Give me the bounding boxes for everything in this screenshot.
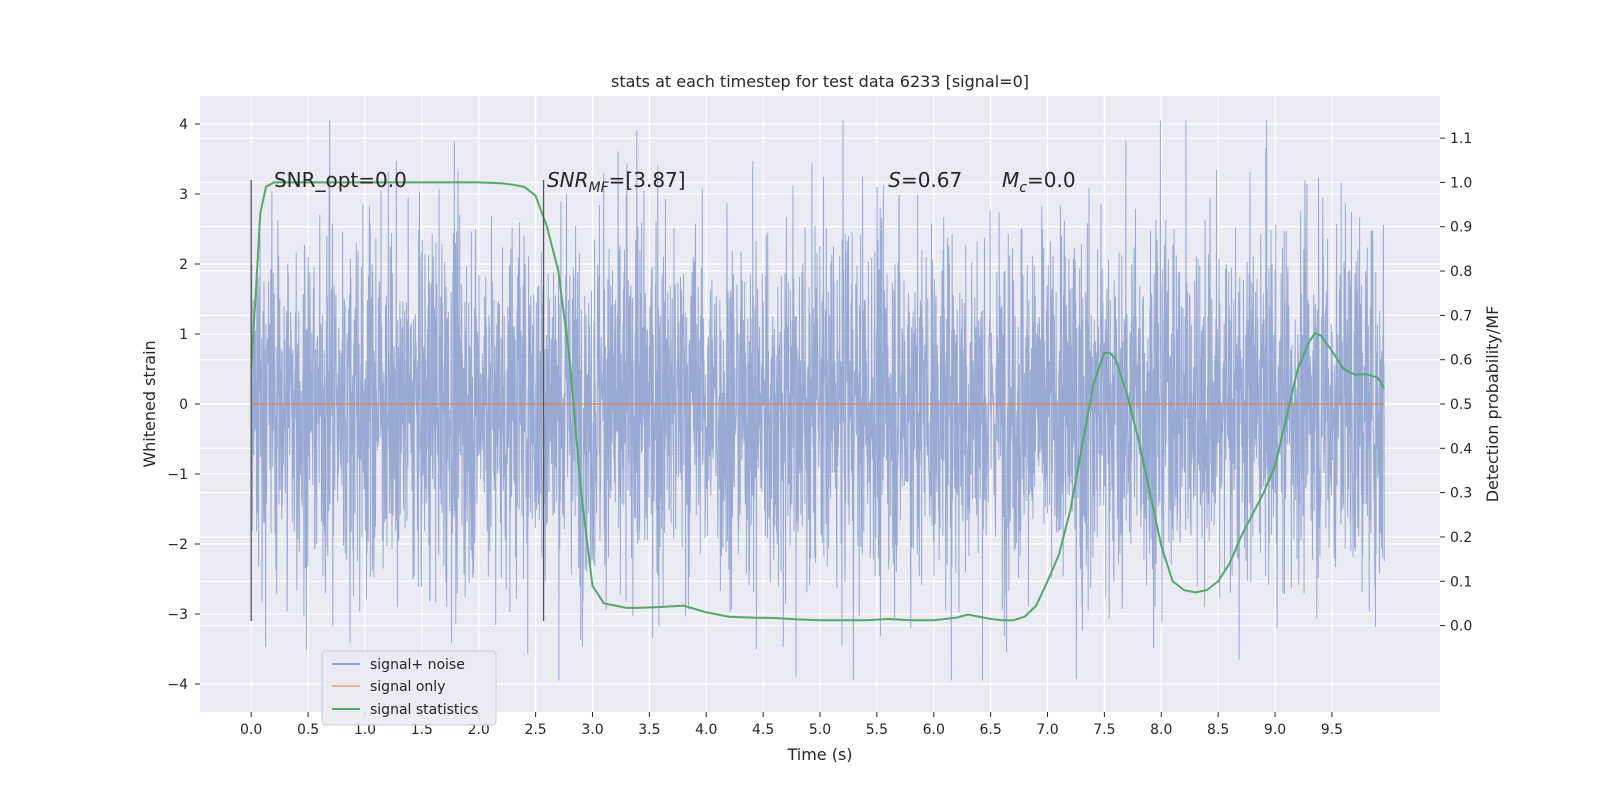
- x-tick-label: 0.0: [240, 722, 262, 738]
- y-axis-label-right: Detection probability/MF: [1483, 306, 1502, 503]
- y-tick-label-right: 0.0: [1450, 619, 1472, 635]
- annotation-snr-mf: SNRMF=[3.87]: [547, 168, 686, 196]
- y-tick-label-left: 3: [179, 187, 188, 203]
- series-lines: [250, 181, 1386, 622]
- annotations: SNR_opt=0.0 SNRMF=[3.87] S=0.67 Mc=0.0: [274, 168, 1076, 196]
- annotation-snr-mf-sub: MF: [589, 180, 610, 196]
- y-tick-label-left: −3: [167, 607, 188, 623]
- y-tick-label-left: 0: [179, 397, 188, 413]
- y-tick-label-left: −4: [167, 677, 188, 693]
- y-tick-label-right: 0.6: [1450, 353, 1472, 369]
- x-tick-label: 2.0: [468, 722, 490, 738]
- series-signal-plus-noise-line: [250, 120, 1385, 681]
- annotation-snr-mf-prefix: SNR: [547, 168, 589, 192]
- annotation-snr-opt: SNR_opt=0.0: [274, 168, 407, 192]
- y-tick-label-right: 0.2: [1450, 530, 1472, 546]
- y-tick-label-right: 1.0: [1450, 175, 1472, 191]
- y-axis-label-left: Whitened strain: [140, 340, 159, 467]
- y-tick-label-right: 0.7: [1450, 308, 1472, 324]
- x-tick-label: 1.5: [411, 722, 433, 738]
- y-tick-label-right: 0.4: [1450, 441, 1472, 457]
- series-signal-statistics-line: [250, 181, 1386, 622]
- x-tick-label: 9.5: [1321, 722, 1343, 738]
- y-tick-label-left: 4: [179, 117, 188, 133]
- x-tick-label: 6.0: [923, 722, 945, 738]
- vertical-markers: [250, 180, 545, 621]
- x-tick-label: 5.0: [809, 722, 831, 738]
- y-tick-label-right: 0.3: [1450, 486, 1472, 502]
- annotation-mc-value: =0.0: [1027, 168, 1076, 192]
- annotation-s-prefix: S: [888, 168, 901, 192]
- annotation-mc-prefix: M: [1002, 168, 1019, 192]
- y-tick-label-right: 1.1: [1450, 131, 1472, 147]
- series-signal-plus-noise: [250, 120, 1385, 681]
- x-tick-label: 8.5: [1207, 722, 1229, 738]
- legend: signal+ noise signal only signal statist…: [321, 650, 497, 726]
- y-tick-label-left: 1: [179, 327, 188, 343]
- x-tick-label: 0.5: [297, 722, 319, 738]
- x-tick-label: 3.0: [581, 722, 603, 738]
- annotation-s-value: =0.67: [901, 168, 962, 192]
- x-tick-label: 5.5: [866, 722, 888, 738]
- y-tick-label-right: 0.8: [1450, 264, 1472, 280]
- annotation-snr-mf-value: =[3.87]: [609, 168, 686, 192]
- legend-box: [321, 650, 497, 726]
- tick-labels: 0.0 0.5 1.0 1.5 2.0 2.5 3.0 3.5 4.0 4.5 5.0 5.5 6.0 6…: [167, 117, 1472, 738]
- x-axis-label: Time (s): [786, 745, 852, 764]
- x-tick-label: 6.5: [980, 722, 1002, 738]
- legend-label-signal-only: signal only: [370, 679, 445, 695]
- x-tick-label: 4.5: [752, 722, 774, 738]
- annotation-mc: Mc=0.0: [1002, 168, 1076, 196]
- x-tick-label: 7.5: [1093, 722, 1115, 738]
- x-tick-label: 3.5: [638, 722, 660, 738]
- y-tick-label-right: 0.9: [1450, 220, 1472, 236]
- x-tick-label: 1.0: [354, 722, 376, 738]
- y-tick-label-right: 0.1: [1450, 574, 1472, 590]
- annotation-mc-sub: c: [1019, 180, 1027, 196]
- legend-label-signal-statistics: signal statistics: [370, 702, 478, 718]
- y-tick-label-left: 2: [179, 257, 188, 273]
- x-tick-label: 2.5: [524, 722, 546, 738]
- y-tick-label-right: 0.5: [1450, 397, 1472, 413]
- chart-title: stats at each timestep for test data 623…: [611, 72, 1029, 91]
- y-tick-label-left: −1: [167, 467, 188, 483]
- x-tick-label: 4.0: [695, 722, 717, 738]
- x-tick-label: 9.0: [1264, 722, 1286, 738]
- x-tick-label: 8.0: [1150, 722, 1172, 738]
- y-tick-label-left: −2: [167, 537, 188, 553]
- annotation-s: S=0.67: [888, 168, 962, 192]
- x-tick-label: 7.0: [1036, 722, 1058, 738]
- legend-label-signal-plus-noise: signal+ noise: [370, 657, 465, 673]
